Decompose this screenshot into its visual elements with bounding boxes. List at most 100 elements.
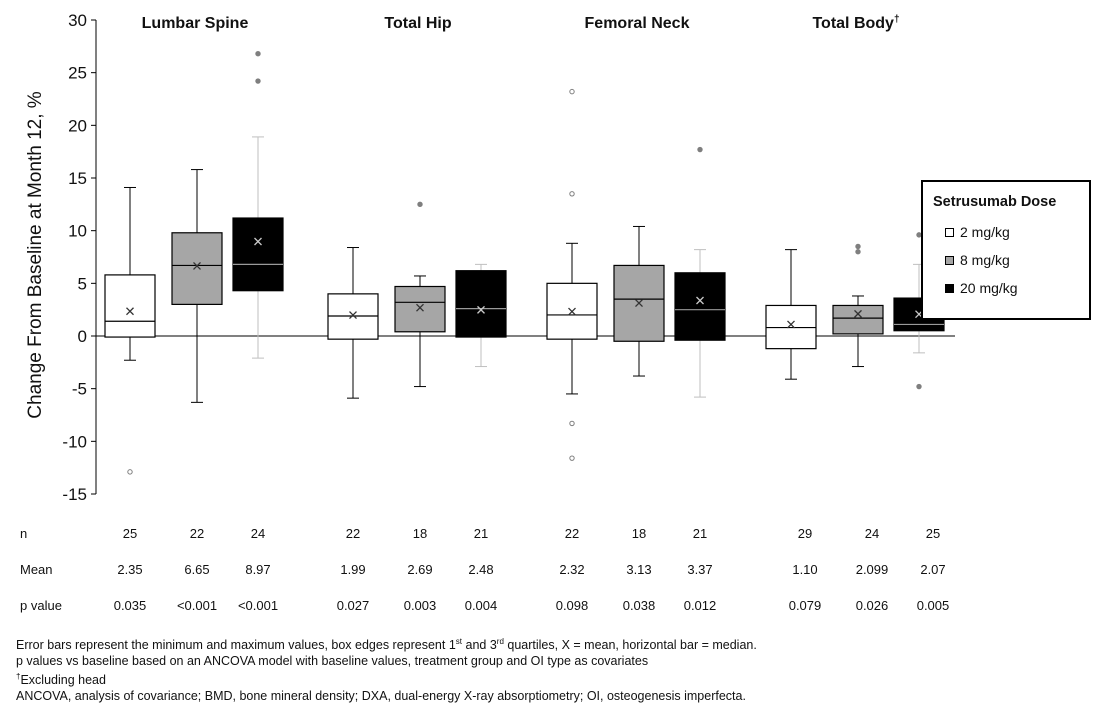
table-row-label: p value — [20, 598, 62, 613]
y-tick-label: 25 — [68, 64, 87, 83]
table-cell: 22 — [345, 526, 361, 541]
table-cell: 0.004 — [464, 598, 498, 613]
table-cell: 0.005 — [916, 598, 950, 613]
boxplot-chart: -15 -10 -5 0 5 10 15 20 25 30 Change From Baseline… — [25, 11, 955, 504]
table-cell: 29 — [797, 526, 813, 541]
table-cell: 0.003 — [403, 598, 437, 613]
footnote-1-b: and 3 — [462, 638, 497, 653]
table-cell: 2.35 — [117, 562, 143, 577]
y-tick-label: 15 — [68, 169, 87, 188]
outlier-8mg — [417, 201, 423, 208]
table-row-label: n — [20, 526, 28, 541]
legend-label-20mg: 20 mg/kg — [960, 280, 1018, 296]
table-cell: <0.001 — [176, 598, 218, 613]
table-cell: 0.098 — [555, 598, 589, 613]
y-tick-label: -15 — [62, 485, 87, 504]
table-cell: 0.027 — [336, 598, 370, 613]
group-title: Total Hip — [384, 15, 451, 32]
table-row-label: Mean — [20, 562, 53, 577]
footnote-3-mark: † — [16, 672, 21, 682]
footnote-1-sup-st: st — [455, 637, 463, 646]
table-cell: 0.012 — [683, 598, 717, 613]
table-cell: 2.48 — [468, 562, 494, 577]
legend-label-8mg: 8 mg/kg — [960, 252, 1010, 268]
table-cell: 24 — [864, 526, 880, 541]
group-title: Femoral Neck — [585, 15, 690, 32]
box-20mg — [232, 217, 284, 292]
table-cell: 22 — [189, 526, 205, 541]
outlier-20mg — [916, 383, 922, 390]
box-20mg — [455, 270, 507, 338]
mean-marker-8mg — [635, 299, 643, 307]
table-cell: 18 — [631, 526, 647, 541]
table-cell: 24 — [250, 526, 266, 541]
legend-item-8mg: 8 mg/kg — [945, 252, 1010, 268]
table-cell: 0.038 — [622, 598, 656, 613]
footnotes: Error bars represent the minimum and max… — [16, 634, 757, 704]
table-cell: 22 — [564, 526, 580, 541]
box-2mg — [104, 274, 156, 338]
y-tick-label: 5 — [78, 274, 87, 293]
box-20mg — [674, 272, 726, 341]
footnote-3-text: Excluding head — [20, 673, 106, 688]
group-title-text: Total Body — [812, 15, 894, 32]
mean-marker-20mg — [477, 305, 485, 314]
mean-marker-8mg — [854, 309, 862, 318]
group-title: Total Body† — [812, 14, 899, 32]
outlier-2mg — [569, 455, 575, 461]
table-cell: 2.07 — [920, 562, 946, 577]
y-tick-label: 10 — [68, 222, 87, 241]
mean-marker-2mg — [568, 307, 576, 316]
footnote-1-sup-rd: rd — [496, 637, 504, 646]
table-cell: 2.099 — [855, 562, 889, 577]
footnote-1: Error bars represent the minimum and max… — [16, 634, 757, 653]
legend-swatch-2mg — [945, 228, 954, 237]
footnote-1-a: Error bars represent the minimum and max… — [16, 638, 456, 653]
table-cell: <0.001 — [237, 598, 279, 613]
footnote-3: †Excluding head — [16, 669, 757, 688]
legend-item-20mg: 20 mg/kg — [945, 280, 1018, 296]
outlier-2mg — [569, 191, 575, 197]
table-cell: 0.035 — [113, 598, 147, 613]
legend-swatch-8mg — [945, 256, 954, 265]
legend-label-2mg: 2 mg/kg — [960, 224, 1010, 240]
mean-marker-20mg — [696, 296, 704, 305]
y-tick-label: 0 — [78, 327, 87, 346]
table-cell: 1.99 — [340, 562, 366, 577]
outlier-20mg — [697, 146, 703, 153]
table-cell: 2.32 — [559, 562, 585, 577]
group-title: Lumbar Spine — [142, 15, 249, 32]
mean-marker-2mg — [126, 307, 134, 316]
outlier-2mg — [569, 88, 575, 95]
group-title-mark: † — [894, 14, 900, 25]
box-8mg — [394, 285, 446, 333]
footnote-1-c: quartiles, X = mean, horizontal bar = me… — [503, 638, 757, 653]
mean-marker-2mg — [349, 311, 357, 319]
table-cell: 25 — [122, 526, 138, 541]
legend-title: Setrusumab Dose — [933, 194, 1057, 210]
legend-item-2mg: 2 mg/kg — [945, 224, 1010, 240]
table-cell: 18 — [412, 526, 428, 541]
table-cell: 21 — [473, 526, 489, 541]
mean-marker-8mg — [416, 303, 424, 312]
outlier-8mg — [855, 249, 861, 255]
table-cell: 2.69 — [407, 562, 433, 577]
mean-marker-20mg — [254, 237, 262, 246]
outlier-2mg — [569, 420, 575, 427]
outlier-20mg — [255, 51, 261, 57]
outlier-2mg — [127, 469, 133, 475]
table-cell: 0.026 — [855, 598, 889, 613]
footnote-2: p values vs baseline based on an ANCOVA … — [16, 654, 649, 669]
table-cell: 21 — [692, 526, 708, 541]
box-8mg — [832, 304, 884, 335]
footnote-4: ANCOVA, analysis of covariance; BMD, bon… — [16, 689, 746, 704]
box-8mg — [171, 232, 223, 305]
table-cell: 3.37 — [687, 562, 713, 577]
outlier-8mg — [855, 243, 861, 250]
table-cell: 6.65 — [184, 562, 210, 577]
y-axis-label: Change From Baseline at Month 12, % — [25, 91, 46, 419]
mean-marker-8mg — [193, 261, 201, 270]
outlier-20mg — [255, 78, 261, 84]
legend-swatch-20mg — [945, 284, 954, 293]
group-title-text: Total Hip — [384, 15, 451, 32]
